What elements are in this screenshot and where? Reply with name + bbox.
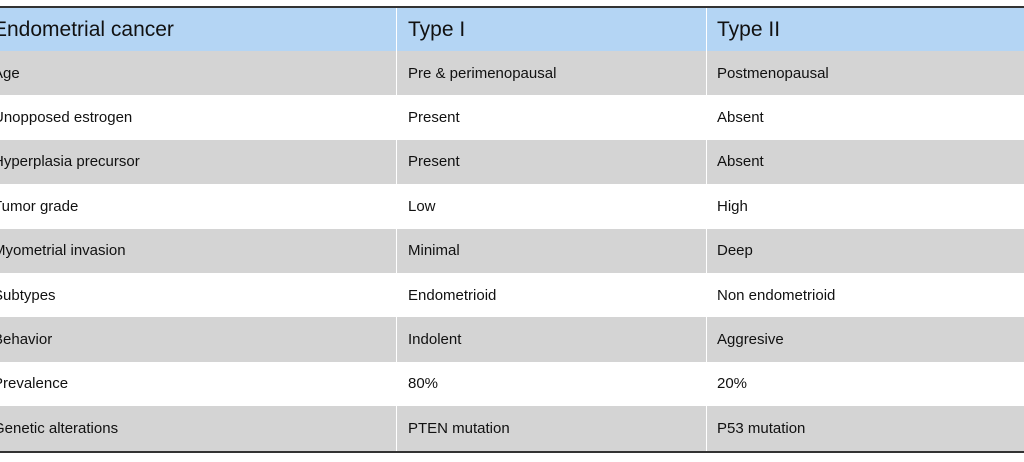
cell-text: Hyperplasia precursor <box>0 153 140 171</box>
table-row: Myometrial invasion Minimal Deep <box>0 228 1024 273</box>
table-cell: PTEN mutation <box>396 406 706 451</box>
table-cell: Behavior <box>0 317 396 361</box>
cell-text: Subtypes <box>0 286 56 304</box>
table-cell: Prevalence <box>0 362 396 406</box>
cell-text: Present <box>408 109 460 127</box>
table-row: Genetic alterations PTEN mutation P53 muta… <box>0 406 1024 451</box>
cell-text: 20% <box>717 375 748 393</box>
table-row: Prevalence 80% 20% <box>0 361 1024 407</box>
table-cell: Tumor grade <box>0 184 396 228</box>
table-cell: Genetic alterations <box>0 406 396 450</box>
table-cell: Present <box>396 139 706 185</box>
cell-text: Pre & perimenopausal <box>408 64 557 82</box>
table-cell: Deep <box>706 228 1024 273</box>
header-text: Type II <box>717 17 781 41</box>
cell-text: Behavior <box>0 331 53 349</box>
table-cell: Non endometrioid <box>706 272 1024 318</box>
cell-text: Absent <box>717 109 764 127</box>
cell-text: Prevalence <box>0 375 69 393</box>
cell-text: High <box>717 197 748 215</box>
cell-text: Tumor grade <box>0 197 79 215</box>
table-cell: Subtypes <box>0 273 396 317</box>
cell-text: Low <box>408 197 436 215</box>
cell-text: Myometrial invasion <box>0 242 126 260</box>
table-cell: Low <box>396 184 706 229</box>
table-row: Age Pre & perimenopausal Postmenopausal <box>0 51 1024 96</box>
table-cell: Type II <box>706 8 1024 51</box>
cell-text: Endometrioid <box>408 286 497 304</box>
table-cell: Indolent <box>396 317 706 362</box>
table-row: Subtypes Endometrioid Non endometrioid <box>0 272 1024 318</box>
table-row: Unopposed estrogen Present Absent <box>0 95 1024 140</box>
cell-text: Age <box>0 64 20 82</box>
cell-text: Absent <box>717 153 764 171</box>
table-cell: 20% <box>706 361 1024 407</box>
table-cell: Minimal <box>396 228 706 273</box>
table-row: Hyperplasia precursor Present Absent <box>0 139 1024 185</box>
table-cell: Unopposed estrogen <box>0 95 396 139</box>
cell-text: Postmenopausal <box>717 64 829 82</box>
table-cell: Postmenopausal <box>706 51 1024 96</box>
table-cell: 80% <box>396 361 706 407</box>
comparison-table: Endometrial cancer Type I Type II Age Pre & … <box>0 6 1024 453</box>
cell-text: Indolent <box>408 331 462 349</box>
cell-text: 80% <box>408 375 439 393</box>
table-cell: Myometrial invasion <box>0 229 396 273</box>
cell-text: P53 mutation <box>717 419 806 437</box>
table-cell: Type I <box>396 8 706 51</box>
table-cell: P53 mutation <box>706 406 1024 451</box>
table-cell: Present <box>396 95 706 140</box>
cell-text: Deep <box>717 242 753 260</box>
cell-text: Aggresive <box>717 331 784 349</box>
table-cell: High <box>706 184 1024 229</box>
table-cell: Hyperplasia precursor <box>0 140 396 184</box>
cell-text: Non endometrioid <box>717 286 836 304</box>
table-cell: Endometrial cancer <box>0 8 396 51</box>
cell-text: Genetic alterations <box>0 419 119 437</box>
table-cell: Age <box>0 51 396 95</box>
table-cell: Pre & perimenopausal <box>396 51 706 96</box>
table-cell: Endometrioid <box>396 272 706 318</box>
table-cell: Absent <box>706 139 1024 185</box>
cell-text: Present <box>408 153 460 171</box>
cell-text: Unopposed estrogen <box>0 109 133 127</box>
table-cell: Absent <box>706 95 1024 140</box>
table-row: Behavior Indolent Aggresive <box>0 317 1024 362</box>
cell-text: PTEN mutation <box>408 419 510 437</box>
cell-text: Minimal <box>408 242 460 260</box>
header-text: Endometrial cancer <box>0 17 174 41</box>
table-row: Tumor grade Low High <box>0 184 1024 229</box>
table-cell: Aggresive <box>706 317 1024 362</box>
header-text: Type I <box>408 17 466 41</box>
header-row: Endometrial cancer Type I Type II <box>0 8 1024 51</box>
